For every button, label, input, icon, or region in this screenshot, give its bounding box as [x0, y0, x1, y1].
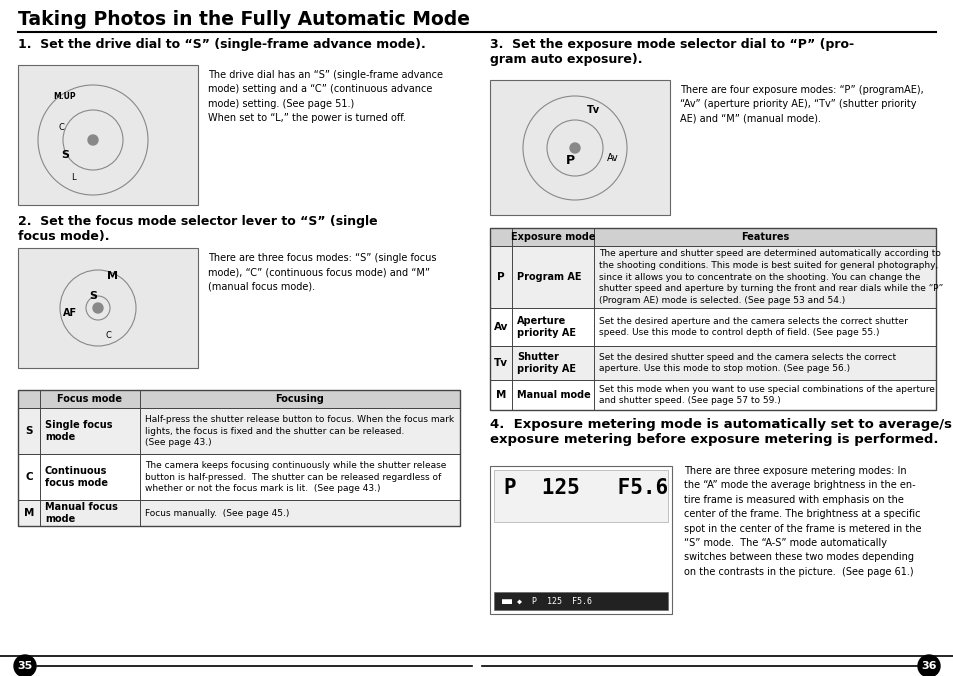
Text: Program AE: Program AE	[517, 272, 581, 282]
Text: M: M	[108, 271, 118, 281]
Circle shape	[88, 135, 98, 145]
Text: S: S	[89, 291, 97, 301]
Bar	[18, 500, 459, 526]
Text: P: P	[565, 153, 574, 166]
Text: AF: AF	[63, 308, 77, 318]
Text: C: C	[25, 472, 32, 482]
Bar	[490, 80, 669, 215]
Text: Tv: Tv	[494, 358, 507, 368]
Bar	[18, 408, 459, 454]
Text: The camera keeps focusing continuously while the shutter release
button is half-: The camera keeps focusing continuously w…	[145, 461, 446, 493]
Bar	[494, 470, 667, 522]
Text: 4.  Exposure metering mode is automatically set to average/spot
exposure meterin: 4. Exposure metering mode is automatical…	[490, 418, 953, 447]
Text: 35: 35	[17, 661, 32, 671]
Text: Continuous
focus mode: Continuous focus mode	[45, 466, 108, 488]
Bar	[494, 592, 667, 610]
Text: There are four exposure modes: “P” (programAE),
“Av” (aperture priority AE), “Tv: There are four exposure modes: “P” (prog…	[679, 85, 923, 124]
Text: Half-press the shutter release button to focus. When the focus mark
lights, the : Half-press the shutter release button to…	[145, 414, 454, 448]
Circle shape	[14, 655, 36, 676]
Text: ■■ ◆  P  125  F5.6: ■■ ◆ P 125 F5.6	[501, 596, 592, 606]
Text: 1.  Set the drive dial to “S” (single-frame advance mode).: 1. Set the drive dial to “S” (single-fra…	[18, 38, 425, 51]
Bar	[490, 228, 935, 410]
Bar	[18, 454, 459, 500]
Text: L: L	[71, 174, 75, 183]
Text: The aperture and shutter speed are determined automatically according to
the sho: The aperture and shutter speed are deter…	[598, 249, 943, 305]
Text: There are three exposure metering modes: In
the “A” mode the average brightness : There are three exposure metering modes:…	[683, 466, 921, 577]
Text: Features: Features	[740, 232, 788, 242]
Text: Set the desired shutter speed and the camera selects the correct
aperture. Use t: Set the desired shutter speed and the ca…	[598, 353, 895, 373]
Bar	[18, 390, 459, 526]
Text: Taking Photos in the Fully Automatic Mode: Taking Photos in the Fully Automatic Mod…	[18, 10, 470, 29]
Text: P  125   F5.6: P 125 F5.6	[503, 478, 667, 498]
Text: 36: 36	[921, 661, 936, 671]
Text: Set this mode when you want to use special combinations of the aperture
and shut: Set this mode when you want to use speci…	[598, 385, 934, 406]
Text: M: M	[496, 390, 506, 400]
Text: Av: Av	[494, 322, 508, 332]
Text: Focusing: Focusing	[275, 394, 324, 404]
Text: Tv: Tv	[586, 105, 598, 115]
Bar	[18, 65, 198, 205]
Text: C: C	[58, 124, 64, 132]
Text: Focus mode: Focus mode	[57, 394, 122, 404]
Text: 3.  Set the exposure mode selector dial to “P” (pro-
gram auto exposure).: 3. Set the exposure mode selector dial t…	[490, 38, 853, 66]
Text: S: S	[61, 150, 69, 160]
Bar	[490, 346, 935, 380]
Text: Set the desired aperture and the camera selects the correct shutter
speed. Use t: Set the desired aperture and the camera …	[598, 316, 907, 337]
Text: C: C	[105, 331, 111, 341]
Text: S: S	[25, 426, 32, 436]
Text: Focus manually.  (See page 45.): Focus manually. (See page 45.)	[145, 508, 289, 518]
Bar	[490, 228, 935, 246]
Bar	[490, 380, 935, 410]
Circle shape	[569, 143, 579, 153]
Bar	[490, 246, 935, 308]
Text: M: M	[24, 508, 34, 518]
Text: Shutter
priority AE: Shutter priority AE	[517, 352, 576, 375]
Text: Exposure mode: Exposure mode	[510, 232, 595, 242]
Text: Manual focus
mode: Manual focus mode	[45, 502, 118, 524]
Text: M.UP: M.UP	[53, 92, 76, 101]
Bar	[18, 248, 198, 368]
Bar	[490, 308, 935, 346]
Circle shape	[92, 303, 103, 313]
Circle shape	[917, 655, 939, 676]
Text: Av: Av	[606, 153, 618, 163]
Text: P: P	[497, 272, 504, 282]
Text: Manual mode: Manual mode	[517, 390, 590, 400]
Text: There are three focus modes: “S” (single focus
mode), “C” (continuous focus mode: There are three focus modes: “S” (single…	[208, 253, 436, 292]
Text: Aperture
priority AE: Aperture priority AE	[517, 316, 576, 338]
Text: Single focus
mode: Single focus mode	[45, 420, 112, 442]
Text: The drive dial has an “S” (single-frame advance
mode) setting and a “C” (continu: The drive dial has an “S” (single-frame …	[208, 70, 442, 123]
Text: 2.  Set the focus mode selector lever to “S” (single
focus mode).: 2. Set the focus mode selector lever to …	[18, 215, 377, 243]
Bar	[490, 466, 671, 614]
Bar	[18, 390, 459, 408]
